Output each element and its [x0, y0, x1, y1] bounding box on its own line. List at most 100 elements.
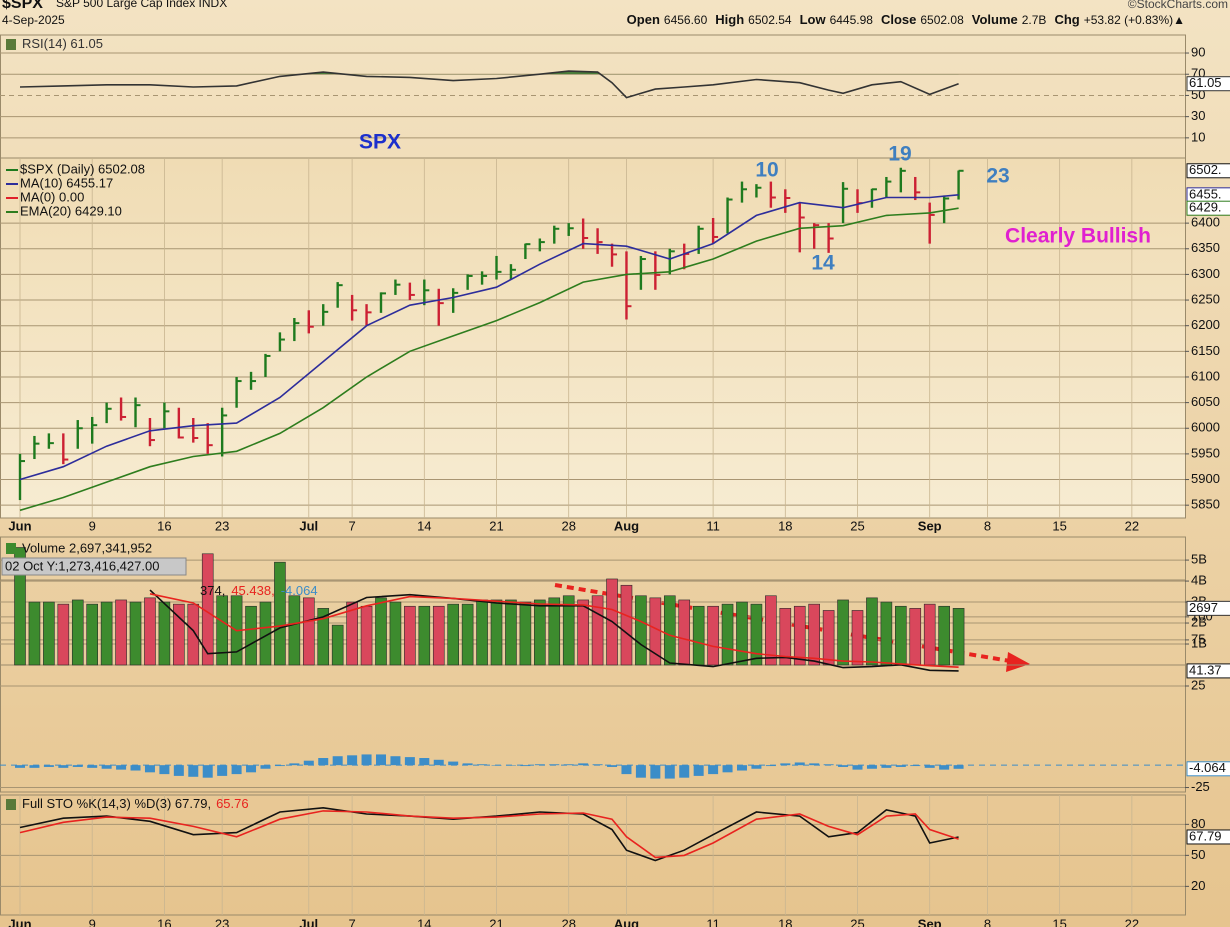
y-tick-label: 25: [1191, 677, 1205, 692]
volume-bar: [851, 610, 864, 666]
x-tick-label: 23: [215, 916, 229, 927]
tooltip: 02 Oct Y:1,273,416,427.00: [5, 558, 159, 573]
volume-bar: [837, 599, 849, 666]
x-tick-label: 16: [157, 518, 171, 533]
histogram-bar: [43, 765, 54, 767]
quote: Open 6456.60 High 6502.54 Low 6445.98 Close 650…: [627, 12, 1185, 27]
value-tag-label: 6455.: [1189, 186, 1222, 201]
x-tick-label: Jul: [299, 916, 318, 927]
histogram-bar: [246, 765, 257, 773]
y-tick-label: 6250: [1191, 291, 1220, 306]
x-tick-label: Jun: [8, 916, 31, 927]
histogram-bar: [87, 765, 98, 768]
y-tick-label: -25: [1191, 779, 1210, 794]
marks: [14, 70, 965, 862]
line: [149, 589, 959, 672]
histogram-bar: [679, 765, 690, 778]
volume-bar: [880, 601, 893, 666]
volume-bar: [375, 597, 387, 666]
x-tick-label: Jun: [8, 518, 31, 533]
histogram-bar: [101, 765, 112, 769]
x-tick-label: 14: [417, 518, 431, 533]
quote-label: Close: [881, 12, 916, 27]
y-tick-label: 90: [1191, 44, 1205, 59]
histogram-bar: [549, 764, 560, 766]
credit: ©StockCharts.com: [1128, 0, 1228, 11]
annotation: Clearly Bullish: [1005, 225, 1151, 248]
y-tick-label: 4B: [1191, 573, 1207, 588]
histogram-bar: [708, 765, 719, 775]
y-tick-label: 5900: [1191, 471, 1220, 486]
histogram-bar: [852, 765, 863, 770]
x-tick-label: Jul: [299, 518, 318, 533]
quote-value: 6445.98: [830, 13, 874, 27]
volume-bar: [115, 599, 127, 666]
histogram-bar: [260, 765, 271, 769]
symbol: $SPX: [2, 0, 43, 12]
histogram-bar: [375, 754, 386, 766]
volume-bar: [548, 597, 561, 666]
histogram-bar: [881, 765, 892, 768]
histogram-bar: [866, 765, 877, 769]
x-tick-label: 21: [489, 518, 503, 533]
x-tick-label: Sep: [918, 916, 942, 927]
value-tag-label: 61.05: [1189, 75, 1222, 90]
volume-bar: [591, 595, 604, 666]
line: [19, 806, 959, 862]
volume-bar: [129, 601, 142, 666]
legend-icon: [6, 543, 16, 554]
value-tag-label: -4.064: [1189, 760, 1226, 775]
y-tick-label: 80: [1191, 816, 1205, 831]
volume-bar: [822, 610, 835, 666]
volume-bar: [750, 603, 763, 666]
annotation: SPX: [359, 131, 401, 154]
histogram-bar: [520, 765, 531, 767]
volume-bar: [71, 599, 84, 666]
y-tick-label: 6050: [1191, 394, 1220, 409]
x-tick-label: 21: [489, 916, 503, 927]
volume-bar: [779, 608, 792, 666]
line: [19, 207, 959, 512]
volume-bar: [620, 584, 633, 666]
y-tick-label: 20: [1191, 878, 1205, 893]
value-tag-label: 6429.: [1189, 200, 1222, 215]
volume-bar: [476, 599, 488, 666]
histogram-bar: [736, 765, 747, 771]
histogram-bar: [491, 765, 502, 766]
volume-bar: [302, 597, 315, 666]
line: [19, 194, 959, 481]
date: 4-Sep-2025: [2, 13, 65, 27]
histogram-bar: [664, 765, 675, 779]
legend-label: 374,: [200, 583, 225, 598]
volume-bar: [404, 605, 416, 666]
histogram-bar: [534, 764, 545, 766]
legend: Full STO %K(14,3) %D(3) 67.79, 65.76: [22, 796, 249, 811]
labels: 5850 5900 5950 6000 6050 6100 6150 6200 6250 6300…: [1, 36, 1230, 927]
volume-bar: [577, 599, 589, 666]
value-tag: [1186, 200, 1230, 216]
volume-bar: [866, 597, 878, 666]
volume-bar: [663, 595, 676, 666]
volume-bar: [187, 603, 200, 666]
value-tag-label: 2697: [1189, 600, 1218, 615]
histogram-bar: [188, 765, 199, 777]
volume-bar: [649, 597, 662, 666]
volume-bar: [317, 608, 330, 666]
histogram-bar: [116, 765, 127, 770]
legend-label: 45.438,: [231, 583, 274, 598]
header: $SPX S&P 500 Large Cap Index INDX 4-Sep-…: [2, 0, 1228, 27]
histogram-bar: [794, 762, 805, 766]
value-tag: [1186, 829, 1230, 845]
histogram-bar: [202, 765, 213, 778]
histogram-bar: [693, 765, 704, 776]
legend-label: Full STO %K(14,3) %D(3) 67.79,: [22, 796, 211, 811]
volume-bar: [952, 608, 965, 666]
y-tick-label: 75: [1191, 631, 1205, 646]
volume-bar: [923, 603, 936, 666]
volume-bar: [360, 605, 373, 666]
x-tick-label: 22: [1125, 916, 1139, 927]
x-tick-label: Sep: [918, 518, 942, 533]
quote-value: 6502.08: [920, 13, 964, 27]
histogram-bar: [404, 757, 415, 766]
histogram-bar: [274, 765, 285, 767]
